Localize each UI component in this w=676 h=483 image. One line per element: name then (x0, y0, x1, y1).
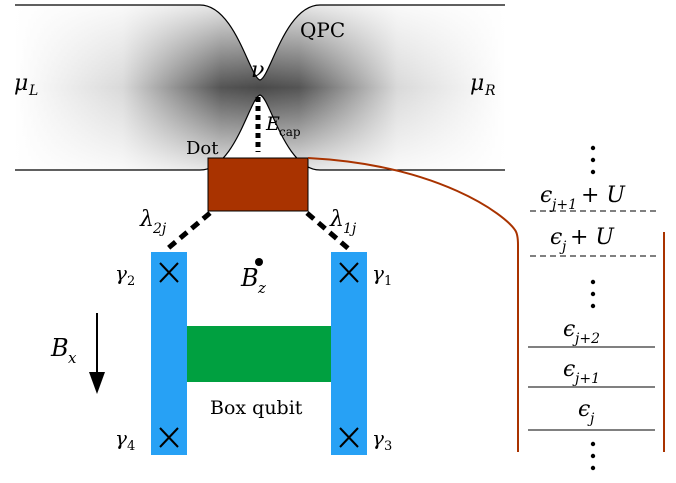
box-qubit-label: Box qubit (210, 397, 303, 419)
lambda-2j-label: λ 2j (139, 207, 167, 237)
majorana-cross-3 (339, 427, 359, 448)
ellipsis-bottom (590, 441, 596, 471)
svg-text:+ U: + U (570, 225, 615, 250)
svg-text:j+1: j+1 (549, 197, 577, 213)
svg-text:2: 2 (127, 274, 135, 289)
svg-text:j: j (587, 411, 595, 427)
gamma-4-label: γ 4 (115, 426, 135, 454)
qpc-top-edge (15, 4, 505, 81)
svg-text:R: R (484, 83, 496, 99)
majorana-cross-1 (339, 262, 359, 283)
svg-text:γ: γ (372, 261, 384, 285)
svg-text:j+2: j+2 (572, 331, 600, 347)
svg-text:z: z (257, 279, 266, 297)
lambda-1j-label: λ 1j (329, 207, 357, 237)
svg-text:ϵ: ϵ (540, 183, 552, 208)
svg-text:ϵ: ϵ (563, 317, 575, 342)
svg-text:1: 1 (384, 274, 392, 289)
ellipsis-middle (590, 279, 596, 309)
ellipsis-top (590, 145, 596, 175)
level-e-j1: ϵ j+1 (528, 357, 655, 388)
svg-text:+ U: + U (581, 183, 626, 208)
gamma-2-label: γ 2 (115, 261, 135, 289)
qubit-bridge (187, 326, 331, 382)
coupling-lambda-2j (164, 211, 212, 252)
svg-text:cap: cap (279, 125, 301, 139)
majorana-cross-2 (159, 262, 179, 283)
svg-text:1j: 1j (343, 221, 357, 237)
wire-left (151, 252, 187, 455)
svg-text:j+1: j+1 (572, 371, 600, 387)
level-e-j: ϵ j (528, 397, 655, 431)
svg-text:μ: μ (470, 71, 484, 96)
b-z-label: B z (240, 258, 266, 297)
dot-label: Dot (186, 138, 219, 159)
e-cap-label: E cap (265, 113, 301, 139)
b-z-dot-symbol (255, 258, 263, 266)
nu-label: ν (251, 58, 264, 83)
svg-text:2j: 2j (152, 221, 167, 237)
svg-text:E: E (265, 113, 280, 135)
svg-text:x: x (68, 349, 77, 367)
svg-text:λ: λ (329, 207, 344, 232)
majorana-cross-4 (159, 427, 179, 448)
svg-text:3: 3 (384, 439, 392, 454)
level-e-j2: ϵ j+2 (528, 317, 655, 348)
mu-r-label: μ R (470, 71, 496, 99)
quantum-dot (207, 157, 309, 212)
svg-text:λ: λ (139, 207, 154, 232)
gamma-1-label: γ 1 (372, 261, 392, 289)
mu-l-label: μ L (14, 71, 38, 99)
gamma-3-label: γ 3 (372, 426, 392, 454)
svg-text:ϵ: ϵ (550, 225, 562, 250)
svg-text:ϵ: ϵ (578, 397, 590, 422)
svg-text:ϵ: ϵ (563, 357, 575, 382)
svg-text:γ: γ (115, 426, 127, 450)
coupling-lambda-1j (305, 211, 352, 252)
qpc-label: QPC (300, 18, 345, 42)
svg-text:4: 4 (127, 439, 135, 454)
svg-text:L: L (28, 83, 38, 99)
level-e-j-u: ϵ j + U (530, 225, 660, 257)
level-bracket (307, 157, 519, 452)
b-x-label: B x (50, 334, 77, 367)
svg-text:B: B (50, 334, 69, 362)
level-e-j1-u: ϵ j+1 + U (530, 183, 660, 213)
svg-text:j: j (559, 239, 567, 255)
svg-text:μ: μ (14, 71, 28, 96)
b-x-arrow (89, 313, 105, 394)
svg-text:B: B (240, 264, 259, 292)
wire-right (331, 252, 367, 455)
svg-text:γ: γ (115, 261, 127, 285)
svg-text:γ: γ (372, 426, 384, 450)
